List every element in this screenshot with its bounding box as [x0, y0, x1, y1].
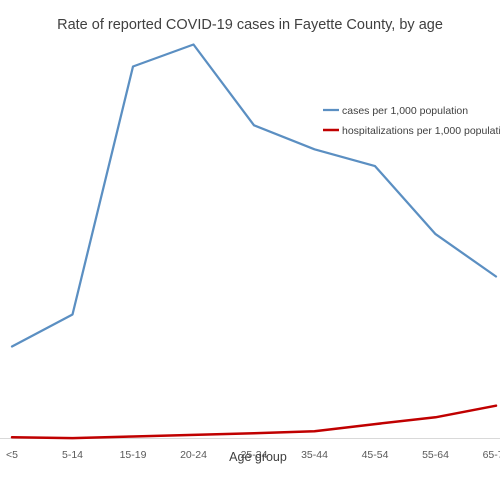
x-tick-label: 5-14: [62, 449, 83, 461]
chart-title: Rate of reported COVID-19 cases in Fayet…: [57, 17, 443, 33]
legend: cases per 1,000 population hospitalizatio…: [323, 105, 500, 137]
legend-label-2: hospitalizations per 1,000 population: [342, 125, 500, 137]
x-tick-label: <5: [6, 449, 18, 461]
x-axis-label: Age group: [229, 450, 287, 464]
x-tick-label: 15-19: [120, 449, 147, 461]
series-line-1: [10, 43, 498, 348]
x-tick-label: 55-64: [422, 449, 449, 461]
x-tick-label: 25-34: [241, 449, 268, 461]
x-tick-label: 45-54: [362, 449, 389, 461]
x-tick-label: 65-74: [483, 449, 500, 461]
series-layer: [10, 43, 498, 440]
legend-label-1: cases per 1,000 population: [342, 105, 468, 117]
x-axis-ticks: <5 5-14 15-19 20-24 25-34 35-44 45-54 55-64 65-7…: [6, 449, 500, 461]
x-tick-label: 20-24: [180, 449, 207, 461]
x-tick-label: 35-44: [301, 449, 328, 461]
